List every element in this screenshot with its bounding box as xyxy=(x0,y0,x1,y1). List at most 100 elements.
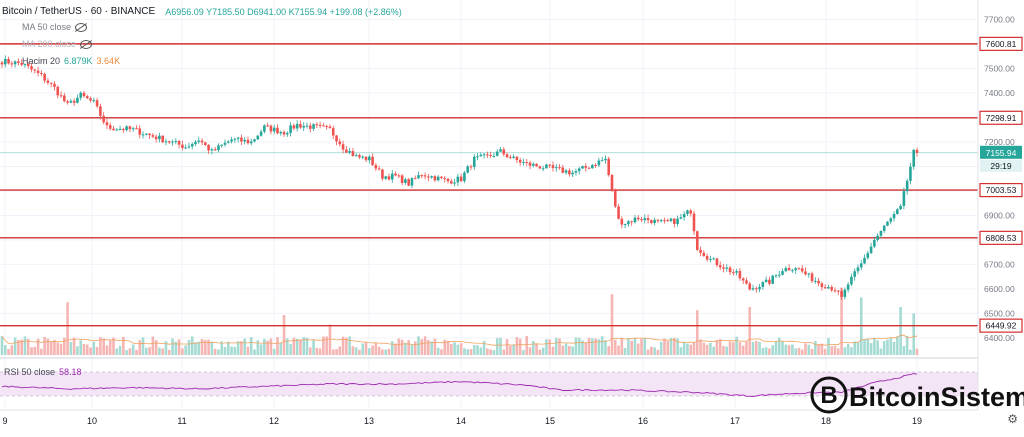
candle-body xyxy=(810,273,814,282)
candle-body xyxy=(276,127,279,134)
volume-bar xyxy=(912,313,916,355)
volume-bar xyxy=(699,339,702,355)
volume-bar xyxy=(233,346,237,355)
candle-body xyxy=(679,217,683,219)
volume-bar xyxy=(118,345,122,355)
candle-body xyxy=(295,124,299,129)
volume-bar xyxy=(712,346,715,355)
volume-ma-path xyxy=(1,334,918,346)
candle-body xyxy=(495,151,499,156)
volume-bar xyxy=(125,350,128,355)
candle-body xyxy=(492,155,496,157)
candle-body xyxy=(318,124,322,126)
volume-bar xyxy=(10,345,14,355)
candle-body xyxy=(331,128,335,136)
volume-bar xyxy=(443,339,447,355)
candle-body xyxy=(735,271,738,273)
candle-body xyxy=(843,289,847,297)
candle-body xyxy=(899,205,902,210)
volume-bar xyxy=(627,338,630,355)
price-tick-label: 7200.00 xyxy=(984,137,1015,147)
candle-body xyxy=(627,221,630,225)
candle-body xyxy=(794,268,797,271)
volume-bar xyxy=(430,341,433,355)
candle-body xyxy=(272,127,276,132)
candle-body xyxy=(804,271,807,275)
ma200-label[interactable]: MA 200 close xyxy=(22,39,77,49)
volume-bar xyxy=(751,341,755,355)
candle-body xyxy=(423,175,427,177)
volume-bar xyxy=(66,302,69,355)
candle-body xyxy=(328,126,332,129)
candle-body xyxy=(518,159,522,163)
candle-body xyxy=(728,267,732,273)
candles[interactable] xyxy=(0,55,919,301)
candle-body xyxy=(397,175,401,177)
volume-bar xyxy=(0,336,4,355)
volume-bar xyxy=(354,347,358,355)
ma50-label[interactable]: MA 50 close xyxy=(22,22,72,32)
candle-body xyxy=(305,125,309,127)
volume-bar xyxy=(456,344,460,355)
price-tick-label: 6500.00 xyxy=(984,308,1015,318)
eye-hidden-icon[interactable] xyxy=(75,22,88,32)
candle-body xyxy=(568,170,571,175)
gear-icon[interactable]: ⚙ xyxy=(1007,412,1018,426)
volume-bar xyxy=(482,340,486,355)
rsi-label[interactable]: RSI 50 close xyxy=(4,367,56,377)
volume-bar xyxy=(548,339,551,355)
volume-bar xyxy=(223,346,227,355)
volume-bar xyxy=(787,345,791,355)
volume-bar xyxy=(138,340,142,355)
candle-body xyxy=(20,63,23,65)
candle-body xyxy=(823,287,827,289)
candle-body xyxy=(102,115,105,123)
volume-bar xyxy=(351,346,355,355)
volume-bar xyxy=(830,346,834,355)
candle-body xyxy=(515,156,519,160)
candle-body xyxy=(279,131,283,134)
candle-body xyxy=(85,96,89,99)
time-tick-label: 10 xyxy=(87,416,97,426)
volume-bar xyxy=(338,346,342,355)
time-axis[interactable]: 9 10 11 12 13 14 15 16 17 18 19 xyxy=(0,409,978,426)
candle-body xyxy=(167,141,171,143)
volume-bar xyxy=(564,343,568,355)
volume-bar xyxy=(217,349,220,355)
ohlc-values: A6956.09 Y7185.50 D6941.00 K7155.94 +199… xyxy=(165,6,402,17)
candle-body xyxy=(715,258,719,266)
volume-label[interactable]: Hacim 20 xyxy=(22,56,61,66)
level-label: 7298.91 xyxy=(986,113,1017,123)
volume-bar xyxy=(269,338,273,355)
candle-body xyxy=(574,171,578,173)
price-axis[interactable]: 7700.007600.007500.007400.007300.007200.… xyxy=(977,0,1024,410)
level-label: 7600.81 xyxy=(986,39,1017,49)
volume-bar xyxy=(197,341,201,355)
eye-hidden-icon[interactable] xyxy=(80,39,93,49)
volume-bar xyxy=(181,348,184,355)
candle-body xyxy=(413,178,417,180)
candle-body xyxy=(591,164,594,169)
candle-body xyxy=(345,149,348,153)
candle-body xyxy=(673,218,676,224)
candle-body xyxy=(381,169,384,179)
volume-bar xyxy=(374,343,378,355)
candle-body xyxy=(358,155,361,158)
candle-body xyxy=(548,164,551,166)
volume-bar xyxy=(348,336,351,355)
volume-bar xyxy=(122,336,125,355)
volume-bar xyxy=(554,337,558,355)
volume-bar xyxy=(89,347,92,355)
candle-body xyxy=(207,144,210,151)
candle-body xyxy=(181,144,184,148)
candle-body xyxy=(689,210,693,214)
symbol-title[interactable]: Bitcoin / TetherUS · 60 · BINANCE xyxy=(2,6,156,17)
volume-bar xyxy=(745,341,748,355)
volume-bar xyxy=(115,348,119,355)
candle-body xyxy=(387,176,391,180)
candle-body xyxy=(909,166,912,181)
volume-bar xyxy=(850,347,853,355)
candle-body xyxy=(886,221,889,226)
